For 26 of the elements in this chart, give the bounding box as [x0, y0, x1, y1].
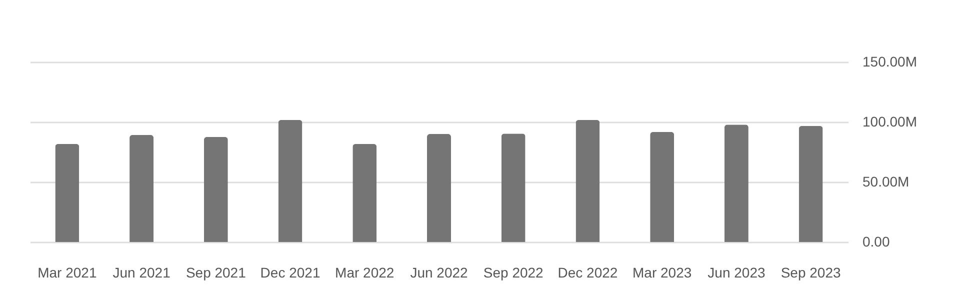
x-tick-label: Mar 2023 [632, 264, 692, 280]
x-tick-label: Sep 2023 [780, 264, 841, 280]
y-tick-label: 50.00M [862, 174, 910, 190]
bar [204, 137, 228, 242]
bar [724, 124, 748, 242]
x-tick-label: Mar 2022 [335, 264, 394, 280]
bar [278, 120, 302, 242]
bar [798, 126, 823, 242]
bar [501, 134, 526, 242]
bar [576, 120, 600, 242]
x-tick-label: Sep 2022 [483, 264, 544, 280]
x-tick-label: Sep 2021 [186, 264, 246, 280]
x-tick-label: Dec 2021 [260, 264, 320, 280]
bar [650, 132, 674, 242]
x-tick-label: Jun 2022 [410, 264, 468, 280]
x-tick-label: Dec 2022 [558, 264, 618, 280]
x-tick-label: Mar 2021 [38, 264, 97, 280]
bar [130, 134, 154, 242]
x-tick-label: Jun 2023 [708, 264, 766, 280]
bar [55, 144, 80, 242]
y-tick-label: 100.00M [862, 114, 917, 130]
y-tick-label: 150.00M [862, 54, 917, 70]
bar [427, 134, 451, 242]
y-tick-label: 0.00 [862, 234, 890, 250]
x-tick-label: Jun 2021 [112, 264, 171, 280]
bar [352, 144, 377, 242]
